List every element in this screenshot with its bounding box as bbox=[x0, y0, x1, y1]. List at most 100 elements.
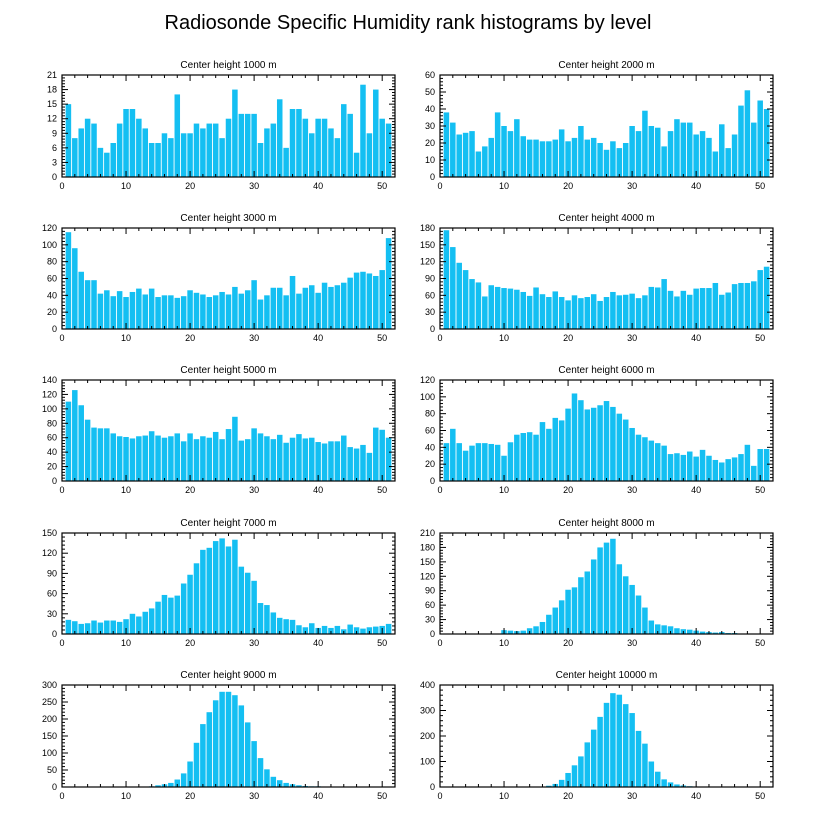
histogram-bar bbox=[91, 427, 97, 481]
histogram-bar bbox=[129, 109, 136, 177]
histogram-bar bbox=[360, 628, 366, 634]
histogram-bar bbox=[168, 782, 174, 787]
histogram-bar bbox=[552, 291, 559, 329]
histogram-bar bbox=[206, 437, 213, 481]
histogram-bar bbox=[232, 89, 238, 177]
histogram-bar bbox=[443, 230, 450, 329]
histogram-bar bbox=[578, 756, 584, 787]
y-tick-label: 300 bbox=[42, 680, 57, 690]
histogram-bar bbox=[321, 118, 328, 177]
histogram-bar bbox=[353, 448, 360, 481]
y-tick-label: 0 bbox=[52, 476, 57, 486]
histogram-bar bbox=[603, 297, 610, 329]
y-tick-label: 150 bbox=[42, 731, 57, 741]
histogram-bar bbox=[687, 629, 693, 634]
histogram-bar bbox=[238, 293, 245, 329]
histogram-bar bbox=[276, 617, 283, 634]
histogram-bar bbox=[520, 630, 527, 634]
histogram-bar bbox=[712, 459, 719, 481]
histogram-bar bbox=[520, 136, 527, 177]
histogram-bar bbox=[584, 742, 591, 788]
x-tick-label: 50 bbox=[755, 791, 765, 801]
histogram-bar bbox=[232, 539, 238, 634]
histogram-bar bbox=[283, 619, 289, 634]
histogram-bar bbox=[667, 626, 674, 634]
histogram-bar bbox=[558, 779, 565, 787]
histogram-bar bbox=[661, 279, 667, 329]
histogram-bar bbox=[642, 743, 648, 787]
histogram-bar bbox=[193, 439, 200, 481]
x-tick-label: 30 bbox=[627, 791, 637, 801]
y-tick-label: 100 bbox=[420, 392, 435, 402]
y-tick-label: 0 bbox=[430, 629, 435, 639]
x-tick-label: 50 bbox=[755, 638, 765, 648]
histogram-bar bbox=[328, 128, 334, 177]
x-tick-label: 0 bbox=[437, 638, 442, 648]
histogram-bar bbox=[610, 141, 616, 177]
histogram-bar bbox=[334, 441, 341, 481]
x-tick-label: 40 bbox=[313, 485, 323, 495]
histogram-bar bbox=[206, 297, 213, 329]
histogram-bar bbox=[334, 138, 341, 177]
y-tick-label: 9 bbox=[52, 128, 57, 138]
histogram-bar bbox=[136, 436, 142, 481]
y-tick-label: 100 bbox=[42, 240, 57, 250]
histogram-bar bbox=[622, 294, 629, 329]
histogram-bar bbox=[526, 432, 533, 481]
histogram-bar bbox=[622, 704, 629, 788]
histogram-bar bbox=[206, 547, 213, 634]
histogram-bar bbox=[270, 776, 277, 787]
histogram-bar bbox=[238, 113, 245, 177]
histogram-bar bbox=[232, 286, 238, 329]
histogram-bar bbox=[116, 436, 123, 481]
histogram-bar bbox=[687, 122, 693, 177]
x-tick-label: 50 bbox=[377, 485, 387, 495]
x-tick-label: 10 bbox=[121, 333, 131, 343]
y-tick-label: 150 bbox=[420, 240, 435, 250]
histogram-bar bbox=[91, 280, 97, 329]
histogram-bar bbox=[187, 761, 193, 787]
y-tick-label: 0 bbox=[430, 172, 435, 182]
histogram-bar bbox=[514, 119, 520, 177]
panel-title: Center height 10000 m bbox=[556, 670, 658, 681]
histogram-bar bbox=[142, 435, 149, 481]
x-tick-label: 50 bbox=[755, 181, 765, 191]
histogram-bar bbox=[366, 627, 373, 634]
histogram-bar bbox=[238, 440, 245, 481]
y-tick-label: 30 bbox=[425, 121, 435, 131]
histogram-bar bbox=[212, 541, 219, 634]
histogram-bar bbox=[763, 449, 770, 481]
histogram-bar bbox=[462, 270, 469, 329]
histogram-bar bbox=[610, 291, 616, 329]
histogram-bar bbox=[276, 99, 283, 177]
histogram-bar bbox=[699, 131, 706, 177]
histogram-bar bbox=[251, 280, 257, 329]
histogram-bar bbox=[648, 761, 655, 787]
histogram-bar bbox=[693, 134, 699, 177]
histogram-bar bbox=[597, 547, 603, 634]
y-tick-label: 20 bbox=[47, 462, 57, 472]
y-tick-label: 40 bbox=[425, 442, 435, 452]
histogram-bar bbox=[366, 273, 373, 329]
histogram-bar bbox=[72, 248, 78, 329]
histogram-bar bbox=[289, 437, 296, 481]
histogram-bar bbox=[309, 623, 315, 634]
histogram-bar bbox=[65, 232, 72, 329]
y-tick-label: 20 bbox=[425, 459, 435, 469]
histogram-bar bbox=[667, 290, 674, 329]
histogram-bar bbox=[65, 401, 72, 481]
histogram-bar bbox=[321, 625, 328, 634]
histogram-bar bbox=[731, 457, 738, 481]
histogram-bar bbox=[341, 435, 347, 481]
histogram-bar bbox=[212, 123, 219, 177]
histogram-bar bbox=[104, 620, 110, 634]
histogram-bar bbox=[501, 455, 507, 481]
histogram-bar bbox=[725, 459, 731, 481]
histogram-bar bbox=[597, 405, 603, 481]
panel-title: Center height 9000 m bbox=[180, 670, 276, 681]
histogram-bar bbox=[462, 132, 469, 177]
histogram-bar bbox=[648, 286, 655, 329]
histogram-bar bbox=[270, 123, 277, 177]
y-tick-label: 60 bbox=[425, 426, 435, 436]
y-tick-label: 20 bbox=[47, 307, 57, 317]
